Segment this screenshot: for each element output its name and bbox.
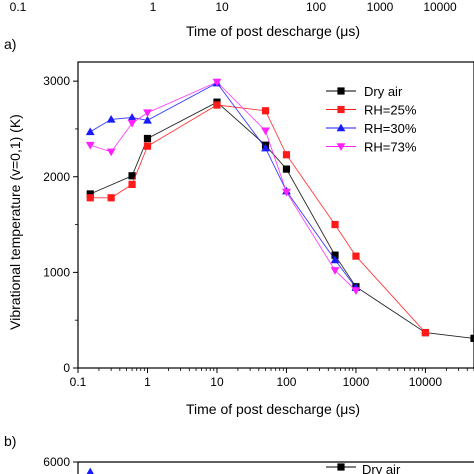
legend-marker — [336, 123, 346, 132]
y-tick-label: 3000 — [43, 74, 70, 88]
data-point — [261, 127, 270, 136]
top-strip-tick-labels: 0.1 1 10 100 1000 10000 — [10, 0, 457, 14]
top-strip-tick-label: 10 — [215, 0, 229, 14]
data-point — [261, 143, 270, 152]
top-strip-tick-label: 10000 — [423, 0, 457, 14]
data-point — [213, 101, 221, 109]
data-point — [330, 267, 340, 275]
top-strip-tick-label: 1 — [150, 0, 157, 14]
data-point — [107, 194, 115, 202]
panel-a-ylabel: Vibrational temperature (v=0,1) (K) — [7, 114, 23, 330]
top-strip-tick-label: 0.1 — [10, 0, 27, 14]
data-point — [106, 148, 116, 157]
data-point — [85, 127, 95, 136]
data-point — [331, 251, 339, 259]
panel-b-label: b) — [4, 433, 16, 449]
series-rh-30 — [85, 78, 361, 291]
data-point — [128, 172, 136, 180]
series-rh-25 — [86, 101, 430, 337]
top-strip-tick-label: 1000 — [367, 0, 394, 14]
legend-label: RH=73% — [364, 140, 417, 155]
panel-a-chart: 0.1 1 10 100 1000 10000 0 1000 2000 3000 Dry air RH… — [43, 61, 474, 389]
data-point — [86, 194, 94, 202]
panel-b-legend-marker — [337, 463, 345, 471]
legend-label: Dry air — [364, 84, 403, 99]
panel-a-legend: Dry air RH=25% RH=30% RH=73% — [326, 84, 417, 155]
top-strip-xlabel: Time of post descharge (μs) — [186, 23, 360, 39]
data-point — [331, 220, 339, 229]
legend-marker — [337, 105, 345, 114]
legend-label: RH=25% — [364, 103, 417, 118]
x-tick-label: 1000 — [343, 375, 370, 389]
x-tick-label: 1 — [144, 375, 151, 389]
data-point — [85, 141, 95, 150]
panel-b-ytick-label: 6000 — [43, 455, 70, 469]
panel-a-xlabel: Time of post descharge (μs) — [186, 401, 360, 417]
panel-b-legend-label: Dry air — [362, 462, 401, 474]
data-point — [212, 78, 222, 87]
data-point — [282, 165, 291, 173]
data-point — [470, 334, 474, 342]
x-tick-label: 10000 — [409, 375, 443, 389]
data-point — [127, 113, 137, 121]
series-line — [90, 101, 474, 339]
top-strip-tick-label: 100 — [306, 0, 326, 14]
series-rh-73 — [85, 78, 361, 295]
data-point — [128, 180, 136, 188]
legend-label: RH=30% — [364, 121, 417, 136]
data-point — [352, 252, 360, 260]
data-point — [282, 188, 291, 197]
legend-marker — [336, 143, 346, 151]
data-point — [351, 287, 361, 295]
data-point — [282, 151, 291, 159]
data-point — [106, 114, 116, 123]
data-point — [127, 119, 137, 128]
data-point — [421, 329, 430, 337]
x-tick-label: 0.1 — [70, 375, 87, 389]
data-point — [143, 109, 152, 118]
data-point — [86, 190, 94, 198]
data-point — [143, 115, 152, 124]
y-tick-label: 2000 — [43, 170, 70, 184]
data-point — [143, 142, 152, 150]
series-line — [90, 104, 426, 333]
x-tick-label: 10 — [210, 375, 224, 389]
data-point — [330, 255, 340, 264]
panel-a-label: a) — [4, 36, 16, 52]
panel-b-data-point — [86, 467, 94, 474]
y-tick-label: 0 — [63, 361, 70, 375]
y-tick-label: 1000 — [43, 265, 70, 279]
legend-marker — [337, 87, 345, 95]
data-point — [261, 107, 270, 115]
data-point — [143, 134, 152, 143]
x-tick-label: 100 — [276, 375, 296, 389]
panel-b-chart — [73, 461, 474, 474]
